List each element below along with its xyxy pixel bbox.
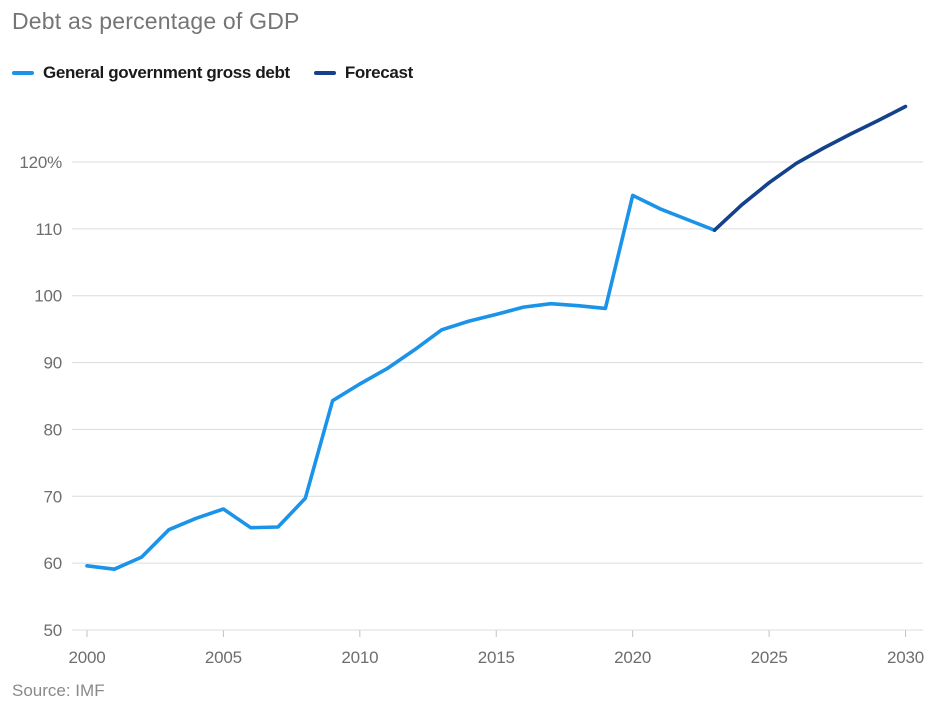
- legend-item-gross-debt: General government gross debt: [12, 63, 290, 83]
- legend-label-forecast: Forecast: [344, 63, 413, 82]
- legend-swatch-gross-debt-icon: [12, 71, 34, 75]
- legend-swatch-forecast-icon: [313, 71, 336, 75]
- legend-item-forecast: Forecast: [313, 63, 413, 83]
- page-title: Debt as percentage of GDP: [12, 8, 300, 34]
- x-axis-tick-label: 2000: [68, 648, 105, 667]
- x-axis-tick-label: 2030: [887, 648, 924, 667]
- x-axis-tick-label: 2025: [751, 648, 788, 667]
- y-axis-tick-label: 60: [43, 554, 62, 573]
- series-line-forecast: [712, 104, 908, 232]
- x-axis-tick-label: 2020: [614, 648, 651, 667]
- x-axis-tick-label: 2015: [478, 648, 515, 667]
- x-axis-tick-label: 2005: [205, 648, 242, 667]
- x-axis-tick-label: 2010: [341, 648, 378, 667]
- y-axis-tick-label: 80: [43, 420, 62, 439]
- series-line-general-government-gross-debt: [85, 193, 717, 572]
- y-axis-tick-label: 110: [35, 220, 62, 239]
- y-axis-tick-label: 50: [43, 621, 62, 640]
- y-axis-tick-label: 100: [34, 287, 62, 306]
- source-note: Source: IMF: [12, 681, 105, 700]
- legend-label-gross-debt: General government gross debt: [43, 63, 290, 82]
- y-axis-tick-label: 90: [43, 354, 62, 373]
- y-axis-tick-label: 120%: [19, 153, 62, 172]
- y-axis-tick-label: 70: [43, 487, 62, 506]
- legend: General government gross debt Forecast: [12, 63, 413, 83]
